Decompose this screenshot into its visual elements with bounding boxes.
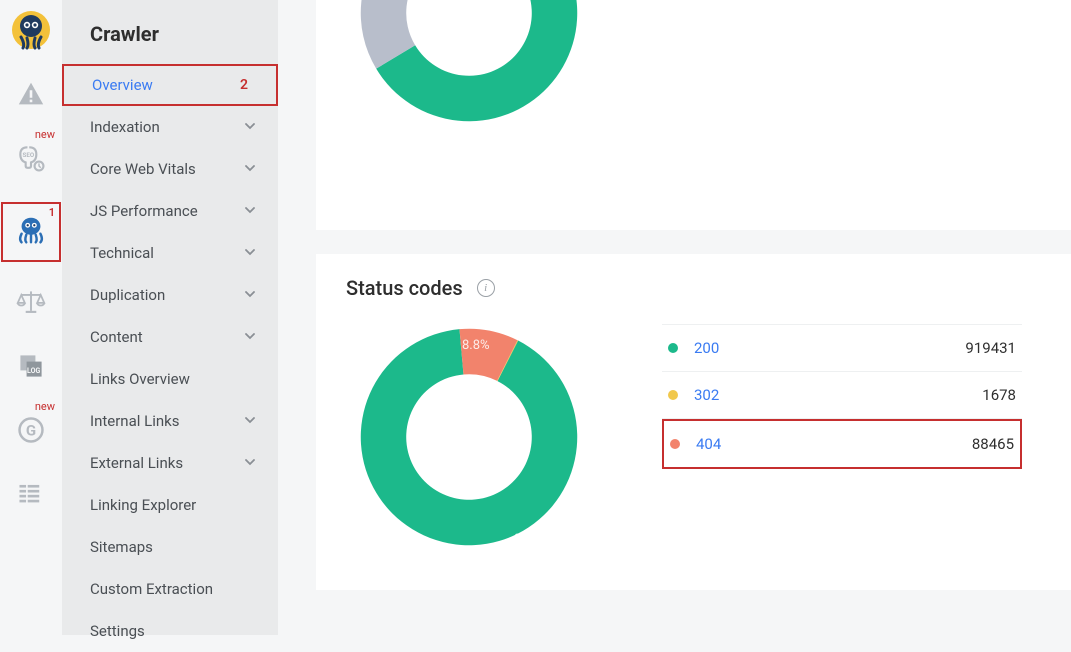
rail-item-compare[interactable] (9, 282, 53, 326)
rail-item-google[interactable]: G new (9, 410, 53, 454)
sidebar-item-overview[interactable]: Overview 2 (62, 64, 278, 106)
logo-icon (11, 10, 51, 54)
icon-rail: SEO new 1 LOG G new (0, 0, 62, 635)
sidebar-item-content[interactable]: Content (62, 316, 278, 358)
legend-dot-icon (670, 439, 680, 449)
sidebar-item-external-links[interactable]: External Links (62, 442, 278, 484)
legend-left: 200 (668, 339, 719, 357)
legend-dot-icon (668, 390, 678, 400)
chevron-down-icon (244, 244, 256, 262)
legend-row-200[interactable]: 200 919431 (662, 324, 1022, 372)
status-body: 91.1% 8.8% 200 919431 302 1678 404 88465 (346, 314, 1041, 560)
sidebar-item-label: Core Web Vitals (90, 160, 196, 178)
chevron-down-icon (244, 328, 256, 346)
sidebar-item-duplication[interactable]: Duplication (62, 274, 278, 316)
rail-item-logo[interactable] (9, 10, 53, 54)
svg-text:SEO: SEO (23, 151, 35, 159)
sidebar-item-label: Internal Links (90, 412, 179, 430)
sidebar-item-core-web-vitals[interactable]: Core Web Vitals (62, 148, 278, 190)
rail-item-data[interactable] (9, 474, 53, 518)
alert-icon (16, 79, 46, 113)
legend-value: 1678 (982, 386, 1016, 404)
rail-item-crawler[interactable]: 1 (1, 202, 61, 262)
top-donut-chart: 58.9% (346, 0, 592, 136)
sidebar-item-sitemaps[interactable]: Sitemaps (62, 526, 278, 568)
legend-left: 302 (668, 386, 719, 404)
highlight-number: 1 (49, 206, 55, 219)
sidebar-item-label: Overview (92, 76, 153, 94)
sidebar-item-label: Indexation (90, 118, 160, 136)
sidebar-item-label: Sitemaps (90, 538, 153, 556)
rail-item-logs[interactable]: LOG (9, 346, 53, 390)
chevron-down-icon (244, 160, 256, 178)
chevron-down-icon (244, 118, 256, 136)
sidebar-item-label: Settings (90, 622, 145, 640)
svg-text:G: G (26, 421, 36, 439)
sidebar-item-links-overview[interactable]: Links Overview (62, 358, 278, 400)
sidebar-item-label: Duplication (90, 286, 165, 304)
sidebar-item-js-performance[interactable]: JS Performance (62, 190, 278, 232)
rail-item-alerts[interactable] (9, 74, 53, 118)
sidebar-item-indexation[interactable]: Indexation (62, 106, 278, 148)
sidebar-item-label: External Links (90, 454, 183, 472)
legend-row-404[interactable]: 404 88465 (662, 419, 1022, 469)
sidebar-item-technical[interactable]: Technical (62, 232, 278, 274)
sidebar-item-linking-explorer[interactable]: Linking Explorer (62, 484, 278, 526)
legend-value: 88465 (972, 435, 1014, 453)
legend-dot-icon (668, 343, 678, 353)
legend-code[interactable]: 302 (694, 386, 719, 404)
sidebar-item-label: Technical (90, 244, 154, 262)
rail-badge: new (35, 400, 55, 413)
sidebar-item-custom-extraction[interactable]: Custom Extraction (62, 568, 278, 610)
info-icon[interactable]: i (477, 279, 495, 297)
legend-row-302[interactable]: 302 1678 (662, 372, 1022, 419)
sidebar: Crawler Overview 2 Indexation Core Web Vita… (62, 0, 278, 635)
g-icon: G (16, 415, 46, 449)
chevron-down-icon (244, 412, 256, 430)
status-donut-chart: 91.1% 8.8% (346, 314, 592, 560)
chevron-down-icon (244, 286, 256, 304)
chevron-down-icon (244, 202, 256, 220)
status-legend: 200 919431 302 1678 404 88465 (662, 324, 1022, 560)
scales-icon (16, 287, 46, 321)
sidebar-item-label: JS Performance (90, 202, 198, 220)
seo-icon: SEO (15, 142, 47, 178)
sidebar-title: Crawler (62, 16, 278, 64)
legend-code[interactable]: 404 (696, 435, 721, 453)
sidebar-item-label: Links Overview (90, 370, 190, 388)
logs-icon: LOG (16, 351, 46, 385)
legend-code[interactable]: 200 (694, 339, 719, 357)
sidebar-item-label: Linking Explorer (90, 496, 196, 514)
status-title-row: Status codes i (346, 254, 1041, 314)
main-content: 58.9% Status codes i 91.1% 8.8% 200 91943… (278, 0, 1071, 635)
sidebar-item-label: Custom Extraction (90, 580, 213, 598)
donut-segment-label: 91.1% (514, 532, 549, 547)
donut-segment-label: 8.8% (462, 338, 490, 353)
chevron-down-icon (244, 454, 256, 472)
top-chart-card: 58.9% (316, 0, 1071, 230)
rail-item-seo[interactable]: SEO new (9, 138, 53, 182)
rail-badge: new (35, 128, 55, 141)
sidebar-item-settings[interactable]: Settings (62, 610, 278, 652)
status-title: Status codes (346, 276, 463, 300)
legend-left: 404 (670, 435, 721, 453)
status-codes-card: Status codes i 91.1% 8.8% 200 919431 302 … (316, 254, 1071, 590)
sidebar-item-internal-links[interactable]: Internal Links (62, 400, 278, 442)
bars-icon (17, 480, 45, 512)
legend-value: 919431 (965, 339, 1016, 357)
svg-text:LOG: LOG (27, 366, 40, 375)
highlight-number: 2 (240, 77, 248, 93)
sidebar-item-label: Content (90, 328, 143, 346)
octopus-icon (14, 213, 48, 251)
